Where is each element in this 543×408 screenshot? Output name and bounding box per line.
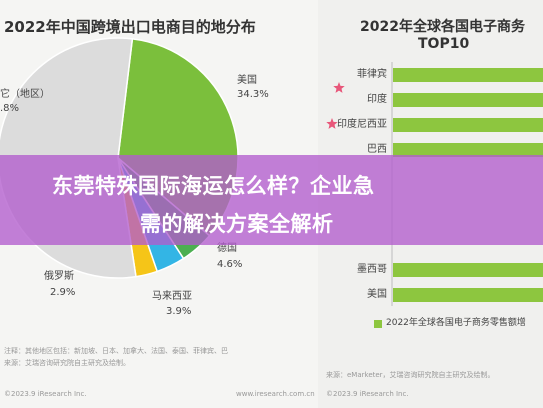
bar-2 — [393, 118, 543, 132]
pie-footnote: 注释：其他地区包括：新加坡、日本、加拿大、法国、泰国、菲律宾、巴 — [4, 347, 228, 355]
bar-0 — [393, 68, 543, 82]
bar-label-india: 印度 — [367, 94, 387, 105]
bar-1 — [393, 93, 543, 107]
bar-4 — [393, 263, 543, 277]
pie-website: www.iresearch.com.cn — [236, 390, 315, 398]
pie-source: 来源：艾瑞咨询研究院自主研究及绘制。 — [4, 359, 130, 367]
bar-chart-title-rank: TOP10 — [418, 36, 470, 52]
bar-label-usa: 美国 — [367, 289, 387, 300]
bar-chart — [326, 62, 543, 328]
pie-label-russia: 俄罗斯 — [44, 271, 74, 282]
bar-legend-swatch — [374, 320, 382, 328]
pie-value-russia: 2.9% — [50, 287, 76, 298]
bar-label-brazil: 巴西 — [367, 144, 387, 155]
pie-value-other: .8% — [0, 103, 20, 114]
pie-copyright: ©2023.9 iResearch Inc. — [4, 390, 87, 398]
pie-label-germany: 德国 — [217, 243, 237, 254]
bar-source: 来源：eMarketer，艾瑞咨询研究院自主研究及绘制。 — [326, 371, 495, 379]
pie-label-other: 它（地区） — [0, 89, 50, 100]
bar-legend-label: 2022年全球各国电子商务零售额增 — [386, 318, 526, 328]
bar-label-mexico: 墨西哥 — [357, 264, 387, 275]
headline-line-1: 东莞特殊国际海运怎么样？企业急 — [52, 174, 375, 198]
bar-3 — [393, 143, 543, 157]
bar-chart-title: 2022年全球各国电子商务 — [360, 19, 525, 35]
pie-value-usa: 34.3% — [237, 89, 269, 100]
pie-chart-title: 2022年中国跨境出口电商目的地分布 — [4, 18, 256, 36]
pie-label-malaysia: 马来西亚 — [152, 291, 192, 302]
bar-copyright: ©2023.9 iResearch Inc. — [326, 390, 409, 398]
bar-label-indonesia: 印度尼西亚 — [337, 119, 387, 130]
bar-label-philippines: 菲律宾 — [357, 69, 387, 80]
highlight-star-0 — [333, 82, 345, 93]
headline-banner — [0, 155, 543, 245]
pie-label-usa: 美国 — [237, 75, 257, 86]
headline-line-2: 需的解决方案全解析 — [140, 212, 334, 236]
pie-value-malaysia: 3.9% — [166, 306, 192, 317]
pie-value-germany: 4.6% — [217, 259, 243, 270]
bar-5 — [393, 288, 543, 302]
highlight-star-2 — [326, 118, 338, 129]
